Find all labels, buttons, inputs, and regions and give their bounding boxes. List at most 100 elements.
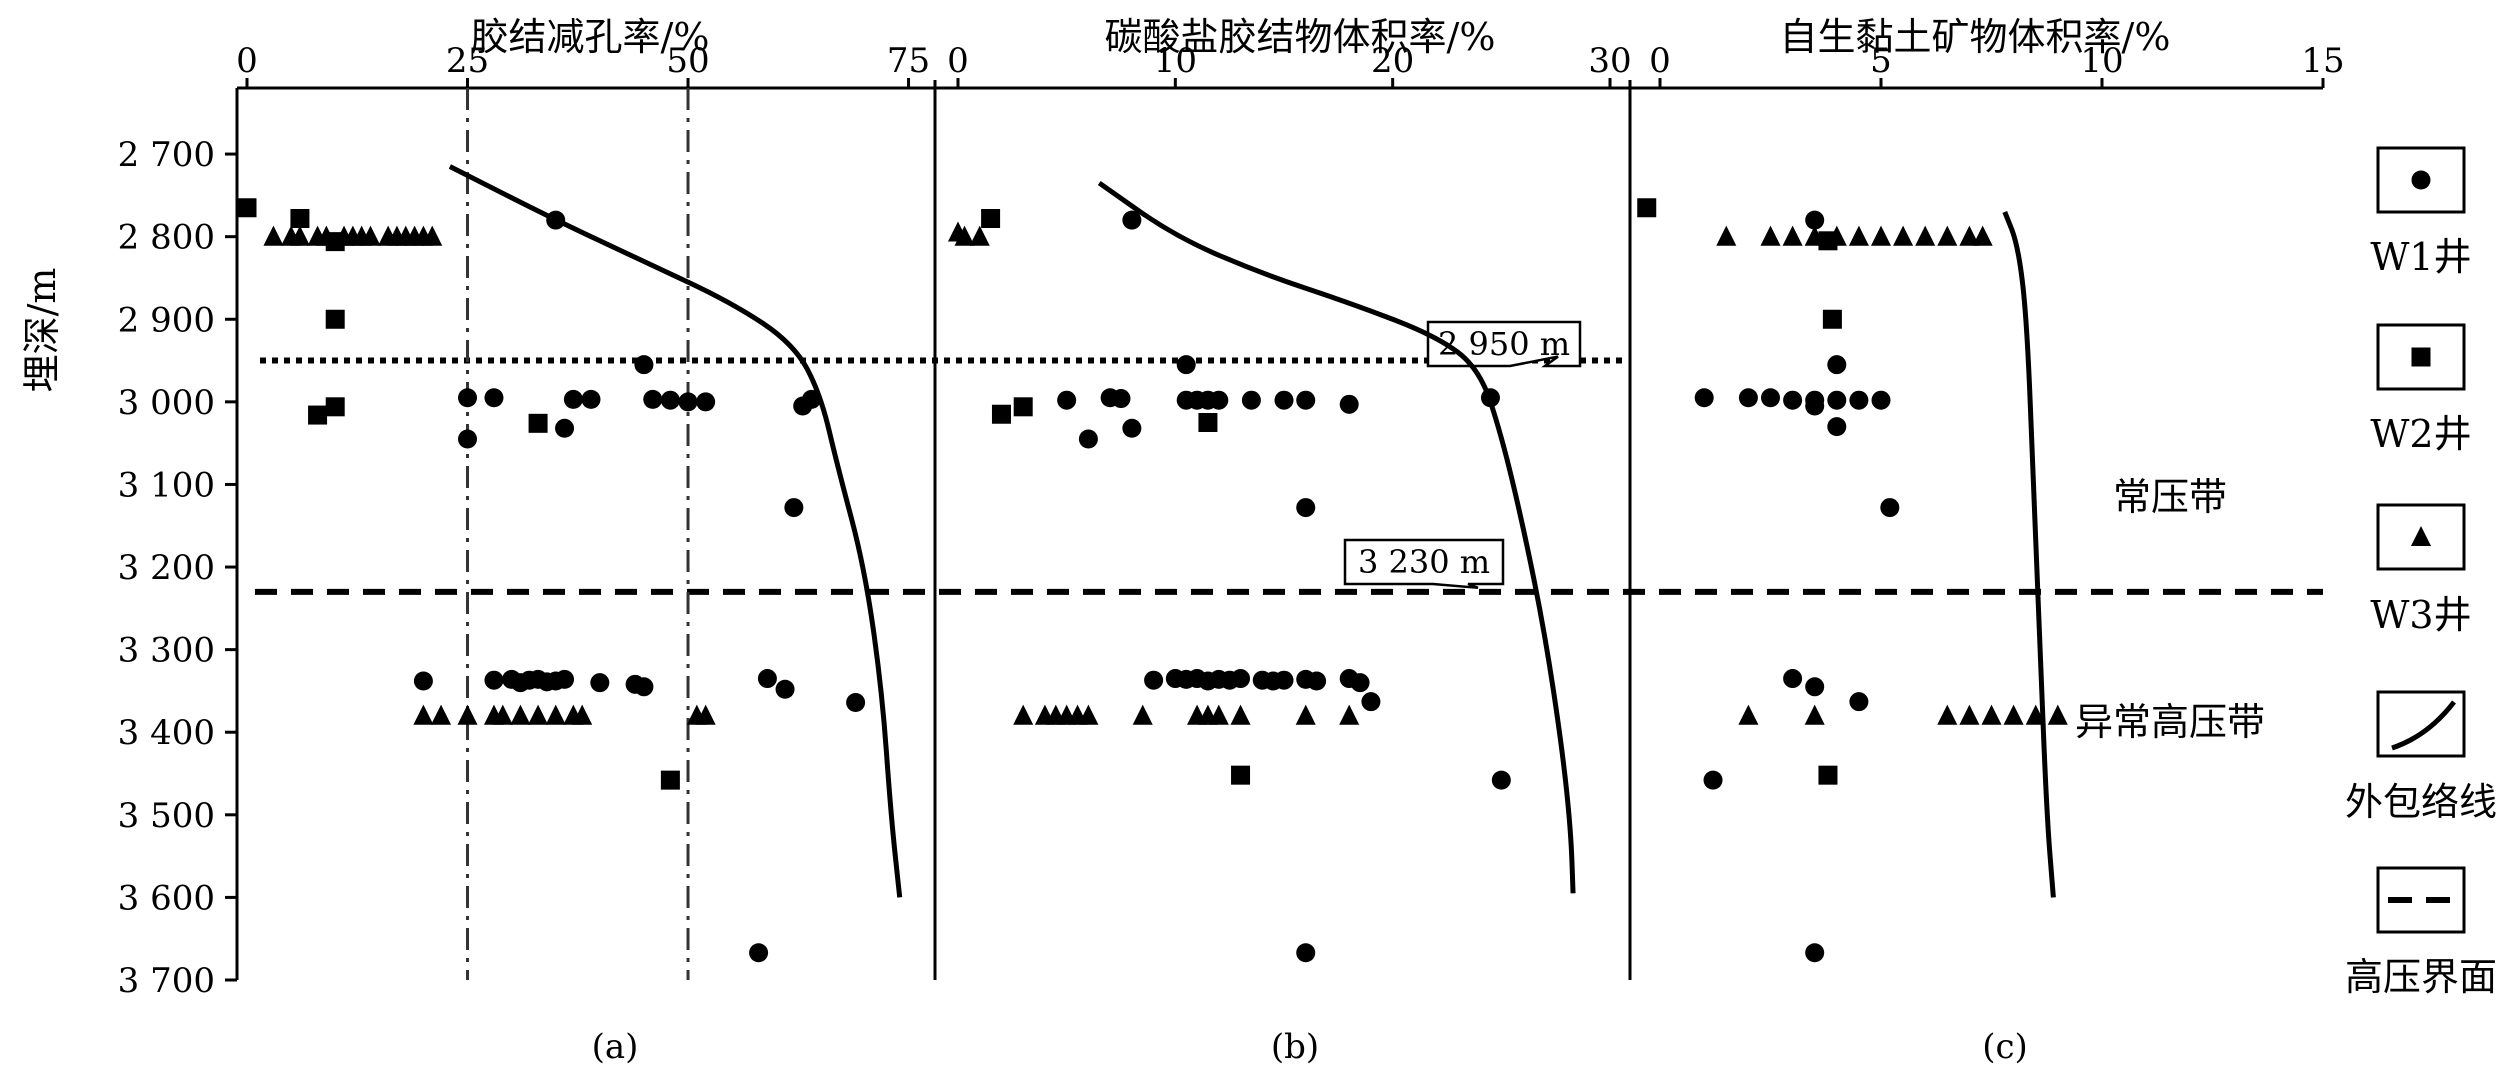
envelope-line [2002,210,2056,898]
x-tick-label: 0 [947,41,969,81]
circle-marker [1176,355,1196,375]
circle-marker [1491,770,1511,790]
panel-a: 0 25 50 75 [236,41,930,980]
triangle-marker [1716,225,1737,246]
square-marker [325,309,345,329]
x-tick-label: 30 [1588,41,1631,81]
square-marker [237,198,257,218]
triangle-marker [1981,704,2002,725]
circle-marker [1296,390,1316,410]
legend-item-circle: W1井 [2370,146,2472,279]
circle-marker [678,392,698,412]
x-tick-label: 10 [1154,41,1197,81]
square-marker [660,770,680,790]
envelope-line [448,164,903,898]
circle-marker [1296,943,1316,963]
circle-marker [484,388,504,408]
y-tick-label: 3 600 [118,878,215,918]
legend-item-triangle: W3井 [2370,503,2472,637]
circle-marker [1703,770,1723,790]
circle-marker [2411,170,2431,190]
legend-label: W2井 [2370,412,2471,456]
envelope-line [1097,180,1576,894]
y-tick-label: 2 700 [118,135,215,175]
circle-marker [1241,390,1261,410]
annotation-3230: 3 230 m [1343,538,1505,590]
legend-label: W1井 [2370,235,2471,279]
circle-marker [1827,390,1847,410]
square-marker [1637,198,1657,218]
triangle-marker [1972,225,1993,246]
circle-marker [1738,388,1758,408]
triangle-marker [1132,704,1153,725]
circle-marker [784,498,804,518]
circle-marker [1849,390,1869,410]
circle-marker [1880,498,1900,518]
circle-marker [458,429,478,449]
triangle-marker [1915,225,1936,246]
circle-marker [1827,417,1847,437]
square-marker [2411,347,2431,367]
circle-marker [1827,355,1847,375]
square-marker [1198,413,1218,432]
y-tick-label: 3 700 [118,961,215,1001]
square-marker [1013,397,1033,417]
legend-curve-icon [2391,700,2456,751]
circle-marker [563,389,583,409]
circle-marker [1231,669,1251,689]
triangle-marker [2003,704,2024,725]
triangle-marker [316,225,337,246]
circle-marker [1805,677,1825,697]
x-tick-label: 0 [1649,41,1671,81]
y-axis-label: 埋深/m [20,268,64,393]
annotation-2950-text: 2 950 m [1438,325,1570,363]
panel-b-title: 碳酸盐胶结物体积率/% [1105,15,1496,59]
y-tick-label: 3 200 [118,548,215,588]
legend-item-dash: 高压界面 [2345,866,2497,999]
square-marker [290,208,310,228]
plot-layer: 2 700 2 800 2 900 3 000 3 100 3 200 3 300 3 400… [118,41,2345,1001]
triangle-marker [969,225,990,246]
circle-marker [484,670,504,690]
circle-marker [1307,671,1327,691]
circle-marker [793,396,813,416]
triangle-marker [2410,525,2432,547]
triangle-marker [1959,225,1980,246]
circle-marker [1122,210,1142,230]
circle-marker [1057,390,1077,410]
circle-marker [1761,388,1780,408]
triangle-marker [1295,704,1316,725]
triangle-marker [1893,225,1914,246]
circle-marker [1078,429,1098,449]
circle-marker [1209,390,1229,410]
annotation-3230-box [1343,538,1505,590]
triangle-marker [1078,704,1099,725]
panel-c: 0 5 10 15 [1637,41,2345,963]
circle-marker [846,692,866,712]
circle-marker [581,389,601,409]
legend-label: W3井 [2370,593,2471,637]
y-tick-label: 3 100 [118,465,215,505]
circle-marker [749,943,769,963]
circle-marker [1122,418,1142,438]
triangle-marker [413,704,434,725]
circle-marker [1144,670,1164,690]
circle-marker [696,392,716,412]
square-marker [528,413,548,433]
triangle-marker [431,704,452,725]
y-tick-label: 3 500 [118,796,215,836]
triangle-marker [1937,704,1958,725]
square-marker [1818,765,1838,785]
triangle-marker [289,225,310,246]
panel-c-title: 自生黏土矿物体积率/% [1780,15,2171,59]
triangle-marker [492,704,513,725]
x-tick-label: 75 [887,41,930,81]
circle-marker [1350,673,1370,693]
triangle-marker [954,225,975,246]
panel-b-label: (b) [1271,1027,1319,1067]
zone-high-label: 异常高压带 [2075,700,2265,744]
square-marker [1231,765,1251,785]
circle-marker [660,390,680,410]
circle-marker [1783,390,1803,410]
